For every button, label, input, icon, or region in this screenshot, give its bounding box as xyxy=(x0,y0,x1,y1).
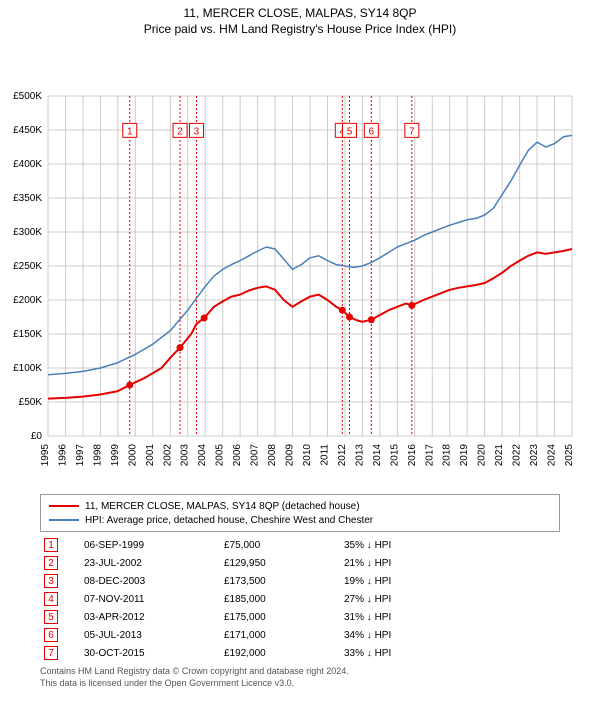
svg-text:£0: £0 xyxy=(31,431,43,442)
svg-text:£250K: £250K xyxy=(13,261,42,272)
table-row: 3 08-DEC-2003£173,50019% ↓ HPI xyxy=(40,572,560,590)
legend-swatch xyxy=(49,505,79,507)
svg-text:2014: 2014 xyxy=(372,444,383,467)
transaction-delta: 21% ↓ HPI xyxy=(340,554,560,572)
svg-text:2024: 2024 xyxy=(547,444,558,467)
svg-text:2008: 2008 xyxy=(267,444,278,467)
svg-text:2023: 2023 xyxy=(529,444,540,467)
legend-item: HPI: Average price, detached house, Ches… xyxy=(49,513,551,527)
table-row: 6 05-JUL-2013£171,00034% ↓ HPI xyxy=(40,626,560,644)
footer-line-2: This data is licensed under the Open Gov… xyxy=(40,678,560,690)
svg-text:1999: 1999 xyxy=(110,444,121,467)
transaction-marker: 6 xyxy=(44,628,58,642)
svg-text:2022: 2022 xyxy=(512,444,523,467)
footer-line-1: Contains HM Land Registry data © Crown c… xyxy=(40,666,560,678)
transaction-price: £192,000 xyxy=(220,644,340,662)
svg-text:2016: 2016 xyxy=(407,444,418,467)
table-row: 2 23-JUL-2002£129,95021% ↓ HPI xyxy=(40,554,560,572)
svg-text:2021: 2021 xyxy=(494,444,505,467)
svg-text:2: 2 xyxy=(177,126,183,137)
svg-text:2005: 2005 xyxy=(215,444,226,467)
transaction-delta: 33% ↓ HPI xyxy=(340,644,560,662)
transaction-delta: 31% ↓ HPI xyxy=(340,608,560,626)
transaction-date: 03-APR-2012 xyxy=(80,608,220,626)
svg-text:2015: 2015 xyxy=(389,444,400,467)
svg-text:2006: 2006 xyxy=(232,444,243,467)
svg-text:3: 3 xyxy=(194,126,200,137)
footer: Contains HM Land Registry data © Crown c… xyxy=(40,666,560,689)
svg-text:£50K: £50K xyxy=(19,397,43,408)
svg-text:1998: 1998 xyxy=(92,444,103,467)
svg-text:£150K: £150K xyxy=(13,329,42,340)
svg-text:2012: 2012 xyxy=(337,444,348,467)
svg-text:£300K: £300K xyxy=(13,227,42,238)
legend-item: 11, MERCER CLOSE, MALPAS, SY14 8QP (deta… xyxy=(49,499,551,513)
svg-text:2013: 2013 xyxy=(354,444,365,467)
svg-text:2003: 2003 xyxy=(180,444,191,467)
svg-text:2017: 2017 xyxy=(424,444,435,467)
svg-text:2018: 2018 xyxy=(442,444,453,467)
transaction-delta: 34% ↓ HPI xyxy=(340,626,560,644)
svg-text:2000: 2000 xyxy=(127,444,138,467)
legend-swatch xyxy=(49,519,79,521)
svg-text:2010: 2010 xyxy=(302,444,313,467)
transaction-delta: 19% ↓ HPI xyxy=(340,572,560,590)
svg-text:£500K: £500K xyxy=(13,91,42,102)
transactions-table: 1 06-SEP-1999£75,00035% ↓ HPI 2 23-JUL-2002… xyxy=(40,536,560,662)
transaction-price: £175,000 xyxy=(220,608,340,626)
svg-text:2009: 2009 xyxy=(285,444,296,467)
svg-text:£400K: £400K xyxy=(13,159,42,170)
svg-text:2020: 2020 xyxy=(477,444,488,467)
transaction-date: 23-JUL-2002 xyxy=(80,554,220,572)
svg-text:7: 7 xyxy=(409,126,415,137)
table-row: 5 03-APR-2012£175,00031% ↓ HPI xyxy=(40,608,560,626)
svg-text:£450K: £450K xyxy=(13,125,42,136)
transaction-price: £75,000 xyxy=(220,536,340,554)
subtitle: Price paid vs. HM Land Registry's House … xyxy=(0,22,600,36)
transaction-marker: 4 xyxy=(44,592,58,606)
transaction-date: 05-JUL-2013 xyxy=(80,626,220,644)
transaction-date: 30-OCT-2015 xyxy=(80,644,220,662)
transaction-marker: 2 xyxy=(44,556,58,570)
svg-text:2011: 2011 xyxy=(319,444,330,466)
transaction-date: 06-SEP-1999 xyxy=(80,536,220,554)
svg-text:1997: 1997 xyxy=(75,444,86,467)
svg-text:1: 1 xyxy=(127,126,133,137)
legend: 11, MERCER CLOSE, MALPAS, SY14 8QP (deta… xyxy=(40,494,560,532)
svg-text:1996: 1996 xyxy=(57,444,68,467)
transaction-delta: 27% ↓ HPI xyxy=(340,590,560,608)
legend-label: HPI: Average price, detached house, Ches… xyxy=(85,515,373,526)
address-title: 11, MERCER CLOSE, MALPAS, SY14 8QP xyxy=(0,6,600,20)
legend-label: 11, MERCER CLOSE, MALPAS, SY14 8QP (deta… xyxy=(85,501,360,512)
transaction-date: 08-DEC-2003 xyxy=(80,572,220,590)
transaction-price: £185,000 xyxy=(220,590,340,608)
svg-text:2025: 2025 xyxy=(564,444,575,467)
transaction-price: £171,000 xyxy=(220,626,340,644)
svg-text:2001: 2001 xyxy=(145,444,156,467)
price-chart: £0 £50K £100K £150K £200K £250K £300K £350K £400… xyxy=(0,36,600,486)
svg-text:£200K: £200K xyxy=(13,295,42,306)
svg-text:2004: 2004 xyxy=(197,444,208,467)
svg-text:6: 6 xyxy=(369,126,375,137)
svg-text:1995: 1995 xyxy=(40,444,51,467)
transaction-marker: 1 xyxy=(44,538,58,552)
table-row: 1 06-SEP-1999£75,00035% ↓ HPI xyxy=(40,536,560,554)
svg-text:£100K: £100K xyxy=(13,363,42,374)
transaction-delta: 35% ↓ HPI xyxy=(340,536,560,554)
transaction-price: £173,500 xyxy=(220,572,340,590)
svg-text:2019: 2019 xyxy=(459,444,470,467)
transaction-marker: 7 xyxy=(44,646,58,660)
transaction-marker: 5 xyxy=(44,610,58,624)
chart-svg: £0 £50K £100K £150K £200K £250K £300K £350K £400… xyxy=(0,36,600,486)
table-row: 4 07-NOV-2011£185,00027% ↓ HPI xyxy=(40,590,560,608)
svg-text:2002: 2002 xyxy=(162,444,173,467)
svg-text:2007: 2007 xyxy=(250,444,261,467)
svg-text:£350K: £350K xyxy=(13,193,42,204)
svg-text:5: 5 xyxy=(347,126,353,137)
table-row: 7 30-OCT-2015£192,00033% ↓ HPI xyxy=(40,644,560,662)
transaction-date: 07-NOV-2011 xyxy=(80,590,220,608)
transaction-marker: 3 xyxy=(44,574,58,588)
transaction-price: £129,950 xyxy=(220,554,340,572)
